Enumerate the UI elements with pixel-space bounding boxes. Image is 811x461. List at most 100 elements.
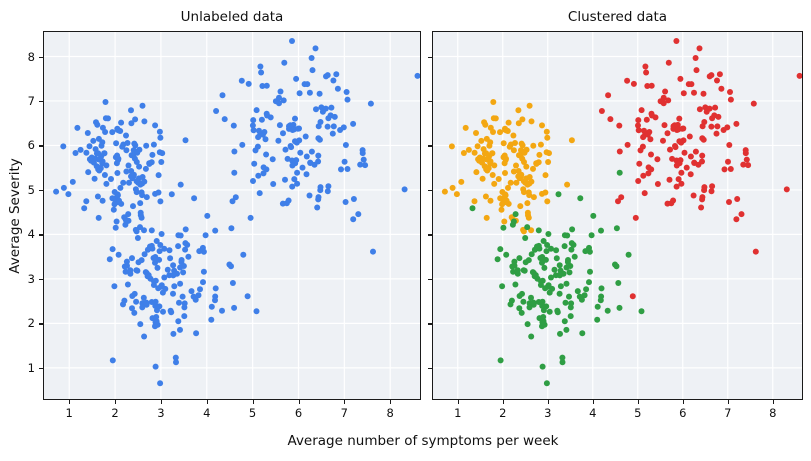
data-point xyxy=(170,271,177,278)
data-point xyxy=(501,160,508,167)
data-point xyxy=(229,280,236,286)
data-point xyxy=(250,178,256,184)
data-point xyxy=(123,168,130,175)
data-point xyxy=(119,143,126,150)
data-point xyxy=(338,166,344,173)
data-point xyxy=(638,308,645,315)
data-point xyxy=(624,77,631,84)
data-point xyxy=(231,148,238,155)
data-point xyxy=(141,333,148,340)
data-point xyxy=(195,292,202,299)
data-point xyxy=(111,283,118,290)
data-point xyxy=(127,267,134,274)
data-point xyxy=(539,277,546,284)
data-point xyxy=(275,137,282,144)
data-point xyxy=(640,172,647,179)
data-point xyxy=(197,286,203,293)
data-point xyxy=(167,307,174,314)
data-point xyxy=(519,155,526,162)
data-point xyxy=(177,181,184,188)
data-point xyxy=(53,188,60,195)
data-point xyxy=(315,135,322,142)
data-point xyxy=(567,313,574,320)
data-point xyxy=(255,172,262,179)
data-point xyxy=(85,169,92,176)
data-point xyxy=(125,162,132,169)
data-point xyxy=(532,272,539,279)
data-point xyxy=(449,184,456,191)
data-point xyxy=(505,119,512,126)
data-point xyxy=(229,198,236,205)
x-tick-label: 5 xyxy=(634,406,642,420)
data-point xyxy=(691,89,697,96)
data-point xyxy=(173,359,179,366)
data-point xyxy=(581,292,588,299)
data-point xyxy=(202,232,209,239)
data-point xyxy=(733,120,740,127)
data-point xyxy=(539,298,546,305)
data-point xyxy=(708,123,715,130)
data-point xyxy=(260,170,267,177)
data-point xyxy=(525,189,532,196)
data-point xyxy=(157,380,164,387)
data-point xyxy=(718,85,725,92)
data-point xyxy=(681,149,688,156)
data-point xyxy=(441,188,448,195)
data-point xyxy=(654,156,661,163)
data-point xyxy=(530,165,536,172)
x-tick-label: 3 xyxy=(157,406,165,420)
data-point xyxy=(129,255,135,262)
data-point xyxy=(306,89,313,96)
data-point xyxy=(703,108,710,115)
data-point xyxy=(579,330,586,337)
data-point xyxy=(519,116,526,123)
data-point xyxy=(294,180,301,187)
data-point xyxy=(514,267,521,274)
data-point xyxy=(293,75,300,82)
data-point xyxy=(200,279,206,286)
data-point xyxy=(513,179,520,186)
data-point xyxy=(90,159,97,166)
data-point xyxy=(721,166,728,173)
plot-area-unlabeled xyxy=(43,31,421,400)
data-point xyxy=(490,99,497,105)
y-tick-mark xyxy=(428,367,432,370)
data-point xyxy=(313,106,319,113)
data-point xyxy=(540,238,547,244)
data-point xyxy=(126,179,132,186)
data-point xyxy=(561,318,568,325)
data-point xyxy=(180,269,187,276)
data-point xyxy=(478,137,485,144)
data-point xyxy=(715,113,722,120)
data-point xyxy=(678,180,685,187)
data-point xyxy=(324,72,331,79)
data-point xyxy=(712,104,719,111)
data-point xyxy=(484,167,491,174)
data-point xyxy=(99,160,106,167)
data-point xyxy=(567,304,574,311)
scatter-canvas-clustered xyxy=(433,32,802,399)
data-point xyxy=(489,172,496,178)
data-point xyxy=(635,122,641,129)
data-point xyxy=(500,140,507,147)
data-point xyxy=(537,141,544,148)
data-point xyxy=(302,133,309,140)
data-point xyxy=(528,333,535,340)
data-point xyxy=(414,72,420,79)
data-point xyxy=(716,71,723,78)
data-point xyxy=(503,155,509,162)
data-point xyxy=(453,191,460,198)
data-point xyxy=(341,158,348,165)
data-point xyxy=(250,127,257,134)
data-point xyxy=(594,303,601,310)
x-axis-label: Average number of symptoms per week xyxy=(287,433,559,449)
data-point xyxy=(131,155,138,162)
data-point xyxy=(643,116,650,123)
y-tick-label: 6 xyxy=(27,138,35,153)
data-point xyxy=(141,118,148,125)
data-point xyxy=(143,299,150,306)
data-point xyxy=(559,359,566,366)
data-point xyxy=(557,271,564,278)
data-point xyxy=(255,134,262,141)
data-point xyxy=(120,179,127,186)
